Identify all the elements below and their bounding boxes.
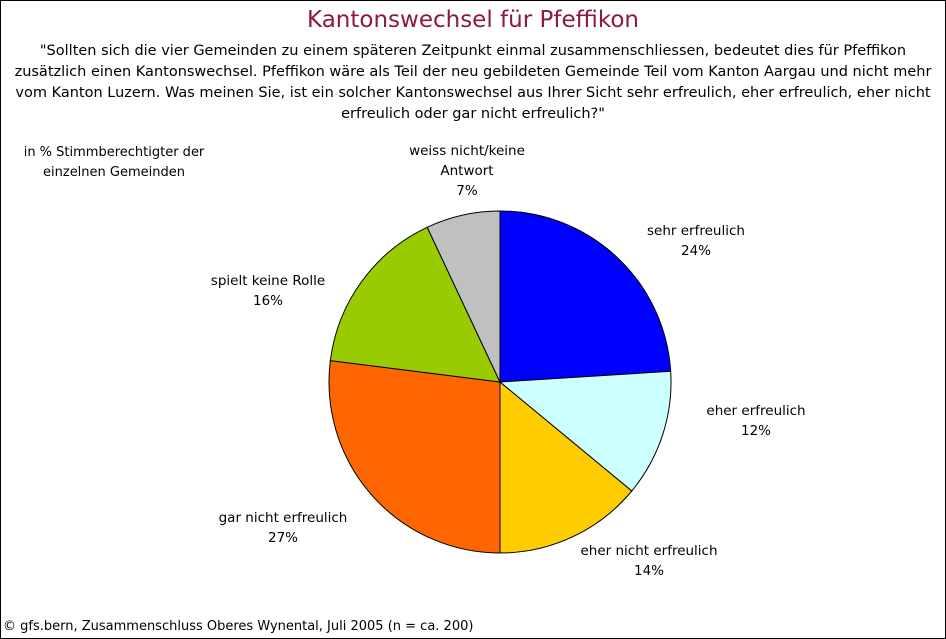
chart-title: Kantonswechsel für Pfeffikon <box>307 7 639 33</box>
slice-value: 12% <box>740 423 771 439</box>
slice-name: spielt keine Rolle <box>210 273 326 289</box>
note: in % Stimmberechtigter der einzelnen Gem… <box>23 145 205 180</box>
slice-name: eher nicht erfreulich <box>580 543 718 559</box>
pie-slice <box>499 210 672 383</box>
slice-label: sehr erfreulich 24% <box>611 221 781 261</box>
slice-name: sehr erfreulich <box>647 223 745 239</box>
slice-label: weiss nicht/keine Antwort 7% <box>407 141 527 201</box>
slice-label: spielt keine Rolle 16% <box>183 271 353 311</box>
slice-value: 16% <box>252 293 283 309</box>
slice-value: 7% <box>456 183 478 199</box>
slice-name: gar nicht erfreulich <box>218 510 348 526</box>
subtitle: "Sollten sich die vier Gemeinden zu eine… <box>14 43 932 122</box>
pie-slice <box>426 210 501 383</box>
slice-label: gar nicht erfreulich 27% <box>198 508 368 548</box>
pie-slice <box>328 360 501 554</box>
slice-label: eher erfreulich 12% <box>671 401 841 441</box>
slice-label: eher nicht erfreulich 14% <box>564 541 734 581</box>
footer: © gfs.bern, Zusammenschluss Oberes Wynen… <box>3 619 474 634</box>
slice-value: 24% <box>680 243 711 259</box>
pie-slice <box>498 370 672 492</box>
slice-name: eher erfreulich <box>706 403 806 419</box>
slice-value: 14% <box>633 563 664 579</box>
pie-slice <box>329 226 501 383</box>
slice-value: 27% <box>267 530 298 546</box>
slice-name: weiss nicht/keine Antwort <box>409 143 525 179</box>
pie-slice <box>499 380 633 554</box>
